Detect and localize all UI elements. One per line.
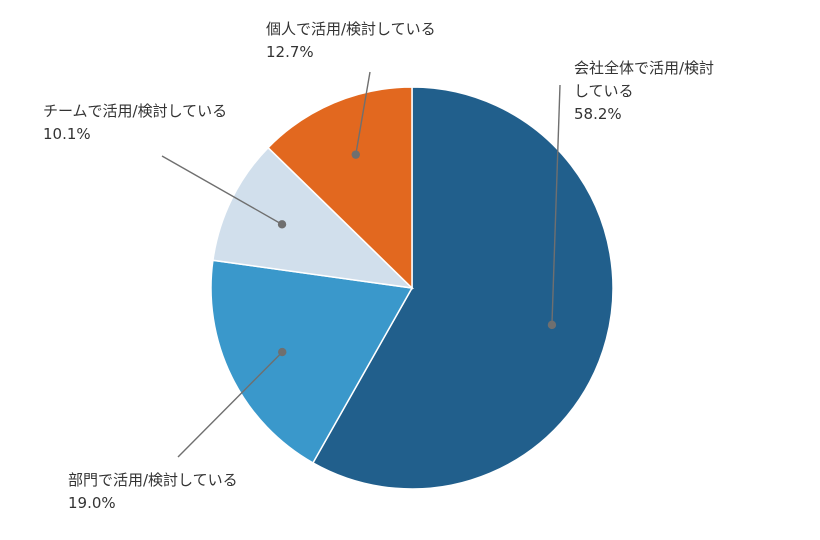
slice-value-label: 12.7% [266, 43, 314, 61]
slice-team [212, 146, 415, 290]
slice-label-company-wide: 会社全体で活用/検討 している 58.2% [574, 57, 714, 126]
slice-label-line: 会社全体で活用/検討 [574, 59, 715, 77]
slice-individual [267, 86, 413, 290]
slice-label-line: 部門で活用/検討している [68, 471, 238, 489]
leader-dot [278, 347, 287, 357]
slice-value-label: 58.2% [574, 105, 622, 123]
leader-dot [351, 150, 360, 159]
slice-label-individual: 個人で活用/検討している 12.7% [266, 18, 436, 64]
slice-value-label: 10.1% [43, 125, 91, 143]
slice-label-department: 部門で活用/検討している 19.0% [68, 469, 238, 515]
slice-label-line: チームで活用/検討している [43, 102, 228, 120]
leader-line [161, 155, 283, 225]
leader-dot [547, 320, 557, 330]
slice-label-line: 個人で活用/検討している [266, 20, 436, 38]
slice-company-wide [311, 86, 614, 490]
leader-dot [277, 220, 287, 229]
leader-line [551, 84, 561, 325]
leader-line [355, 71, 371, 155]
slice-label-team: チームで活用/検討している 10.1% [43, 100, 227, 146]
slice-label-line: している [574, 82, 634, 100]
slice-department [210, 259, 414, 464]
slice-value-label: 19.0% [68, 494, 116, 512]
leader-line [177, 351, 283, 458]
